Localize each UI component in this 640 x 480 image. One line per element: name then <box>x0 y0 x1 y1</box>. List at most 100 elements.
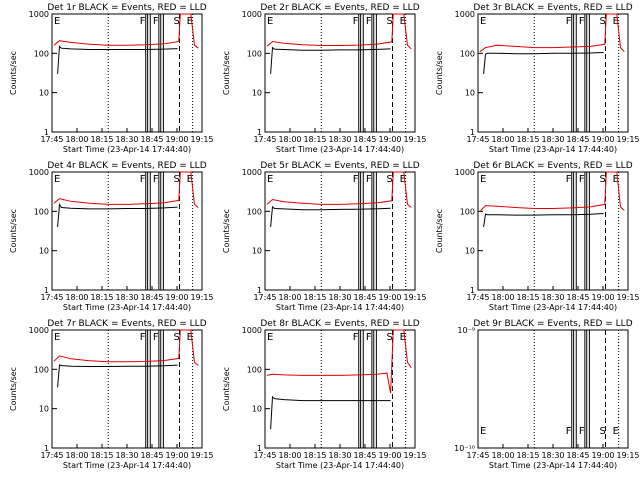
marker-label-s: S <box>600 16 606 27</box>
x-axis-label: Start Time (23-Apr-14 17:44:40) <box>276 461 404 470</box>
x-tick-label: 18:30 <box>115 451 138 460</box>
x-tick-label: 18:30 <box>541 451 564 460</box>
x-tick-label: 19:15 <box>616 293 639 302</box>
y-tick-label: 1 <box>44 128 49 137</box>
x-tick-label: 17:45 <box>253 451 276 460</box>
marker-label-e: E <box>400 16 406 27</box>
x-tick-label: 19:00 <box>591 135 614 144</box>
marker-label-f: F <box>579 174 585 185</box>
marker-label-f: F <box>153 16 159 27</box>
x-tick-label: 18:00 <box>65 451 88 460</box>
marker-label-f: F <box>579 426 585 437</box>
x-tick-label: 19:15 <box>190 135 213 144</box>
x-tick-label: 18:00 <box>278 451 301 460</box>
marker-label-e: E <box>613 174 619 185</box>
marker-label-e: E <box>480 174 486 185</box>
x-axis-label: Start Time (23-Apr-14 17:44:40) <box>276 145 404 154</box>
x-tick-label: 19:00 <box>378 135 401 144</box>
y-tick-label: 1000 <box>455 168 475 177</box>
y-tick-label: 100 <box>34 49 49 58</box>
x-tick-label: 17:45 <box>466 293 489 302</box>
y-tick-label: 1 <box>470 128 475 137</box>
y-tick-label: 10⁻⁹ <box>457 326 475 335</box>
marker-label-e: E <box>267 174 273 185</box>
y-axis-label: Counts/sec <box>222 51 231 95</box>
marker-label-f: F <box>353 16 359 27</box>
marker-label-e: E <box>54 332 60 343</box>
marker-label-e: E <box>54 174 60 185</box>
series-line-events <box>270 395 391 430</box>
y-tick-label: 1000 <box>242 326 262 335</box>
x-tick-label: 18:15 <box>516 293 539 302</box>
marker-label-f: F <box>353 332 359 343</box>
y-axis-label: Counts/sec <box>9 367 18 411</box>
y-tick-label: 1 <box>44 286 49 295</box>
x-tick-label: 19:15 <box>403 135 426 144</box>
y-tick-label: 1000 <box>455 10 475 19</box>
x-tick-label: 19:00 <box>591 293 614 302</box>
y-tick-label: 10 <box>39 247 49 256</box>
x-tick-label: 19:15 <box>616 135 639 144</box>
panel-title: Det 3r BLACK = Events, RED = LLD <box>473 3 632 13</box>
x-tick-label: 18:30 <box>541 293 564 302</box>
series-line-events <box>57 364 178 388</box>
x-tick-label: 19:00 <box>165 451 188 460</box>
marker-label-s: S <box>174 174 180 185</box>
panel-title: Det 5r BLACK = Events, RED = LLD <box>260 161 419 171</box>
panel-title: Det 1r BLACK = Events, RED = LLD <box>47 3 206 13</box>
marker-label-f: F <box>366 16 372 27</box>
marker-label-s: S <box>387 16 393 27</box>
panel-title: Det 2r BLACK = Events, RED = LLD <box>260 3 419 13</box>
y-tick-label: 1 <box>44 444 49 453</box>
x-tick-label: 19:00 <box>378 293 401 302</box>
y-axis-label: Counts/sec <box>222 209 231 253</box>
panel-title: Det 9r BLACK = Events, RED = LLD <box>473 319 632 329</box>
series-line-lld <box>53 329 199 366</box>
x-tick-label: 18:30 <box>328 135 351 144</box>
y-tick-label: 100 <box>34 365 49 374</box>
x-tick-label: 18:00 <box>65 293 88 302</box>
marker-label-f: F <box>153 332 159 343</box>
series-line-lld <box>266 171 412 208</box>
x-tick-label: 19:15 <box>616 451 639 460</box>
x-axis-label: Start Time (23-Apr-14 17:44:40) <box>489 303 617 312</box>
y-tick-label: 100 <box>247 49 262 58</box>
series-line-events <box>57 202 178 228</box>
x-axis-label: Start Time (23-Apr-14 17:44:40) <box>63 303 191 312</box>
x-tick-label: 19:00 <box>591 451 614 460</box>
x-tick-label: 18:15 <box>516 451 539 460</box>
x-tick-label: 18:00 <box>278 135 301 144</box>
marker-label-f: F <box>366 332 372 343</box>
x-tick-label: 17:45 <box>253 135 276 144</box>
y-tick-label: 1000 <box>242 168 262 177</box>
y-tick-label: 10 <box>39 405 49 414</box>
marker-label-e: E <box>54 16 60 27</box>
x-tick-label: 18:45 <box>140 451 163 460</box>
marker-label-f: F <box>566 174 572 185</box>
y-tick-label: 10 <box>252 89 262 98</box>
x-tick-label: 19:00 <box>165 135 188 144</box>
y-tick-label: 1000 <box>29 168 49 177</box>
x-tick-label: 18:30 <box>115 293 138 302</box>
y-tick-label: 10 <box>465 89 475 98</box>
x-tick-label: 18:45 <box>353 293 376 302</box>
x-tick-label: 18:00 <box>491 135 514 144</box>
x-tick-label: 18:45 <box>566 293 589 302</box>
x-tick-label: 18:45 <box>566 135 589 144</box>
marker-label-f: F <box>566 16 572 27</box>
marker-label-e: E <box>613 16 619 27</box>
x-tick-label: 19:15 <box>403 451 426 460</box>
y-tick-label: 10 <box>252 405 262 414</box>
y-axis-label: Counts/sec <box>222 367 231 411</box>
x-tick-label: 17:45 <box>466 135 489 144</box>
x-tick-label: 18:15 <box>90 293 113 302</box>
x-tick-label: 18:00 <box>491 451 514 460</box>
x-tick-label: 18:45 <box>353 135 376 144</box>
